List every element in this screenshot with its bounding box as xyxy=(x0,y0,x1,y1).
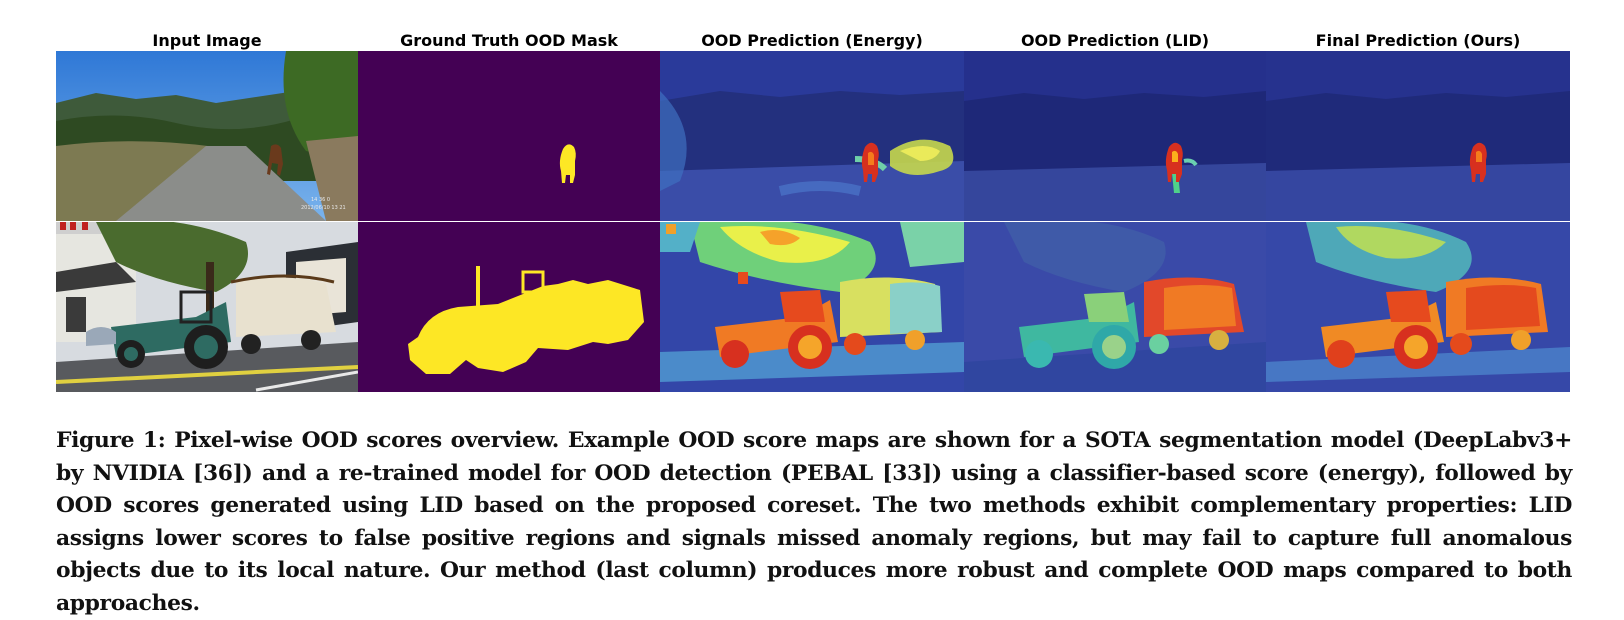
svg-text:14 36 0: 14 36 0 xyxy=(311,197,330,203)
energy-prediction-tractor xyxy=(660,222,964,392)
column-titles: Input Image Ground Truth OOD Mask OOD Pr… xyxy=(56,30,1570,52)
ground-truth-mask-tractor xyxy=(358,222,660,392)
column-title-final: Final Prediction (Ours) xyxy=(1315,31,1521,50)
figure-caption: Figure 1: Pixel-wise OOD scores overview… xyxy=(56,428,1572,616)
final-prediction-horse xyxy=(1266,51,1570,221)
input-image-tractor xyxy=(56,222,358,392)
ground-truth-mask-horse xyxy=(358,51,660,221)
input-image-horse: 14 36 0 2012/06/10 13 21 xyxy=(56,51,358,221)
final-prediction-tractor xyxy=(1266,222,1570,392)
svg-text:2012/06/10 13 21: 2012/06/10 13 21 xyxy=(301,205,346,211)
column-title-input: Input Image xyxy=(152,31,262,50)
column-title-energy: OOD Prediction (Energy) xyxy=(701,31,923,50)
energy-prediction-horse xyxy=(660,51,964,221)
lid-prediction-tractor xyxy=(964,222,1266,392)
image-grid: 14 36 0 2012/06/10 13 21 xyxy=(56,51,1570,392)
column-title-ground-truth: Ground Truth OOD Mask xyxy=(400,31,618,50)
lid-prediction-horse xyxy=(964,51,1266,221)
column-title-lid: OOD Prediction (LID) xyxy=(1020,31,1210,50)
